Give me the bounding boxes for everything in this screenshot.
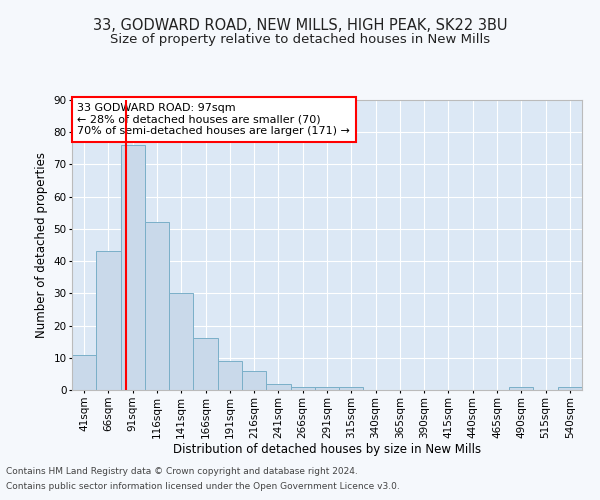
Bar [145,222,169,390]
Text: 33 GODWARD ROAD: 97sqm
← 28% of detached houses are smaller (70)
70% of semi-det: 33 GODWARD ROAD: 97sqm ← 28% of detached… [77,103,350,136]
Bar [193,338,218,390]
Text: 33, GODWARD ROAD, NEW MILLS, HIGH PEAK, SK22 3BU: 33, GODWARD ROAD, NEW MILLS, HIGH PEAK, … [93,18,507,32]
Bar [121,145,145,390]
Text: Contains public sector information licensed under the Open Government Licence v3: Contains public sector information licen… [6,482,400,491]
Bar [339,387,364,390]
X-axis label: Distribution of detached houses by size in New Mills: Distribution of detached houses by size … [173,443,481,456]
Text: Size of property relative to detached houses in New Mills: Size of property relative to detached ho… [110,32,490,46]
Bar [558,387,582,390]
Bar [509,387,533,390]
Bar [290,387,315,390]
Bar [72,354,96,390]
Bar [218,361,242,390]
Bar [96,252,121,390]
Bar [266,384,290,390]
Bar [242,370,266,390]
Text: Contains HM Land Registry data © Crown copyright and database right 2024.: Contains HM Land Registry data © Crown c… [6,467,358,476]
Bar [169,294,193,390]
Bar [315,387,339,390]
Y-axis label: Number of detached properties: Number of detached properties [35,152,48,338]
